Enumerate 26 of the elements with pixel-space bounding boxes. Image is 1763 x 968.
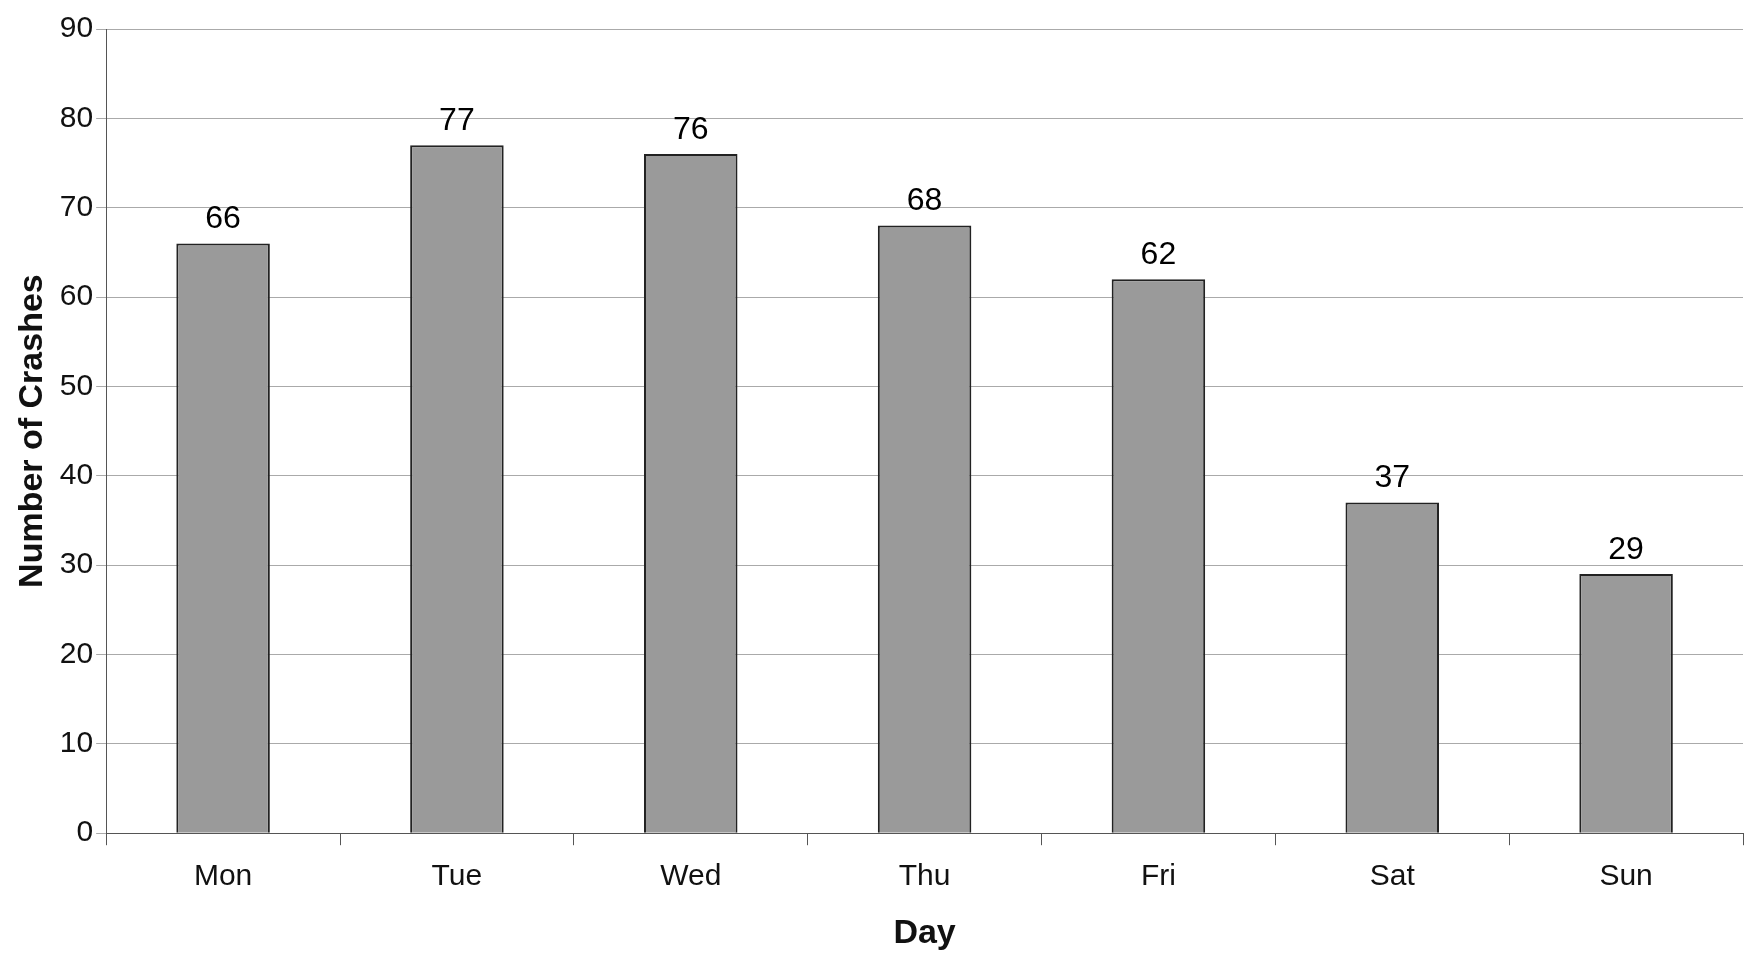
y-axis-title: Number of Crashes <box>10 274 49 588</box>
data-label: 62 <box>1140 235 1177 272</box>
x-axis-title: Day <box>893 911 956 950</box>
y-tick-label: 0 <box>76 814 94 848</box>
x-tick-label: Sun <box>1599 858 1653 892</box>
x-tick-label: Sat <box>1369 858 1416 892</box>
x-tick-label: Fri <box>1140 858 1176 892</box>
data-label: 29 <box>1608 529 1644 566</box>
data-label: 68 <box>906 181 943 218</box>
y-tick-label: 10 <box>59 725 94 759</box>
y-tick-label: 80 <box>59 99 94 133</box>
y-tick-label: 20 <box>59 635 94 669</box>
y-tick-label: 90 <box>59 10 94 44</box>
data-label: 76 <box>672 109 709 146</box>
y-tick-label: 50 <box>59 367 94 401</box>
data-label: 77 <box>439 100 475 137</box>
x-tick-label: Mon <box>193 858 253 892</box>
data-label: 37 <box>1374 458 1411 495</box>
y-tick-label: 70 <box>59 188 94 222</box>
y-tick-label: 60 <box>59 278 94 312</box>
y-tick-label: 30 <box>59 546 94 580</box>
x-tick-label: Tue <box>431 858 483 892</box>
data-label: 66 <box>205 199 241 236</box>
y-tick-label: 40 <box>59 457 94 491</box>
x-tick-label: Wed <box>660 858 722 892</box>
x-tick-label: Thu <box>898 858 951 892</box>
